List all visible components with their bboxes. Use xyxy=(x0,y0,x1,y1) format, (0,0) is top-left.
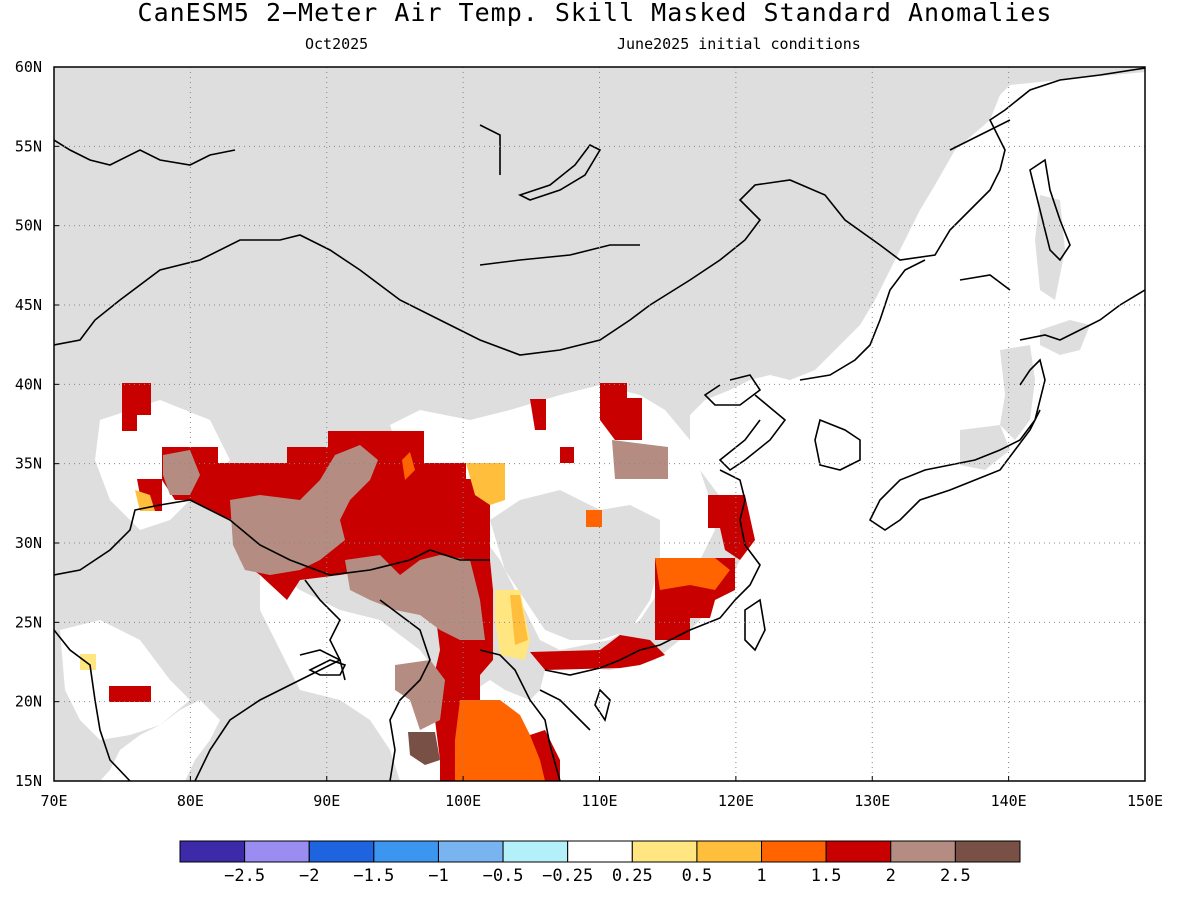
anomaly-orange-strip xyxy=(510,595,528,645)
lon-tick-label: 80E xyxy=(177,792,204,810)
colorbar-swatch xyxy=(179,840,246,863)
colorbar-swatch xyxy=(890,840,956,863)
anomaly-red-india xyxy=(109,686,151,702)
colorbar-label: 2 xyxy=(886,866,896,886)
anomaly-indochina-orange xyxy=(455,700,560,781)
lat-tick-label: 45N xyxy=(15,296,42,314)
anomaly-yellow-india xyxy=(80,654,96,670)
lat-lon-grid xyxy=(54,67,1145,781)
anomaly-south-china-red xyxy=(530,635,665,670)
colorbar-swatch xyxy=(244,840,310,863)
map-title: CanESM5 2−Meter Air Temp. Skill Masked S… xyxy=(137,0,1053,27)
anomaly-tibet-brown xyxy=(230,445,378,575)
anomaly-orange-east xyxy=(466,463,505,505)
lon-tick-label: 110E xyxy=(581,792,617,810)
masked-japan xyxy=(960,320,1090,470)
colorbar-swatch xyxy=(631,840,698,863)
lon-tick-label: 140E xyxy=(991,792,1027,810)
colorbar-swatch xyxy=(373,840,439,863)
colorbar-label: −2 xyxy=(299,866,319,886)
latitude-labels: 60N 55N 50N 45N 40N 35N 30N 25N 20N 15N xyxy=(15,58,59,790)
anomaly-small-orange-hubei xyxy=(586,510,602,527)
colorbar-label: 0.5 xyxy=(682,866,713,886)
colorbar-swatch xyxy=(567,840,633,863)
lat-tick-label: 25N xyxy=(15,613,42,631)
colorbar-label: 1 xyxy=(756,866,766,886)
lat-tick-label: 30N xyxy=(15,534,42,552)
colorbar-label: −0.5 xyxy=(483,866,524,886)
lon-tick-label: 130E xyxy=(854,792,890,810)
anomaly-jiangsu-red xyxy=(708,495,755,560)
colorbar-swatch xyxy=(761,840,827,863)
colorbar-label: 1.5 xyxy=(811,866,842,886)
colorbar-swatch xyxy=(502,840,569,863)
anomaly-north-brown xyxy=(612,440,668,479)
colorbar-swatch xyxy=(696,840,763,863)
colorbar-label: −1 xyxy=(428,866,448,886)
lat-tick-label: 35N xyxy=(15,455,42,473)
anomaly-red-kazakh xyxy=(122,383,151,431)
lon-tick-label: 100E xyxy=(445,792,481,810)
colorbar-label: 0.25 xyxy=(612,866,653,886)
colorbar-swatch xyxy=(437,840,504,863)
lat-tick-label: 60N xyxy=(15,58,42,76)
anomaly-brown-myanmar xyxy=(395,660,445,730)
colorbar-label: −1.5 xyxy=(353,866,394,886)
lat-tick-label: 15N xyxy=(15,772,42,790)
anomaly-north-red xyxy=(600,383,642,440)
lat-tick-label: 40N xyxy=(15,375,42,393)
lon-tick-label: 70E xyxy=(40,792,67,810)
lon-tick-label: 120E xyxy=(718,792,754,810)
colorbar-label: −2.5 xyxy=(224,866,265,886)
map-plot-area xyxy=(54,67,1145,781)
lon-tick-label: 150E xyxy=(1127,792,1163,810)
anomaly-brown-south xyxy=(345,555,485,640)
anomaly-indochina-red xyxy=(530,730,560,781)
anomaly-east-china-orange xyxy=(655,558,730,590)
initial-conditions: June2025 initial conditions xyxy=(617,35,861,53)
lat-tick-label: 20N xyxy=(15,693,42,711)
anomaly-darkbrown-myanmar xyxy=(408,732,440,765)
forecast-month: Oct2025 xyxy=(305,35,369,53)
anomaly-red-small2 xyxy=(560,447,574,463)
unmasked-india xyxy=(60,620,190,740)
anomaly-patches xyxy=(80,383,755,781)
anomaly-small-orange xyxy=(402,452,415,480)
coastlines xyxy=(54,67,1145,781)
anomaly-brown-west xyxy=(163,450,200,495)
colorbar: −2.5 −2 −1.5 −1 −0.5 −0.25 0.25 0.5 1 1.5 2 2.5 xyxy=(179,840,1021,886)
colorbar-swatch xyxy=(954,840,1021,863)
colorbar-label: 2.5 xyxy=(940,866,971,886)
colorbar-swatch xyxy=(825,840,892,863)
colorbar-swatch xyxy=(308,840,375,863)
anomaly-red-small1 xyxy=(530,399,546,430)
colorbar-label: −0.25 xyxy=(542,866,593,886)
anomaly-orange-pakistan xyxy=(135,490,155,511)
lat-tick-label: 50N xyxy=(15,217,42,235)
lon-tick-label: 90E xyxy=(313,792,340,810)
masked-sichuan xyxy=(490,490,660,640)
longitude-labels: 70E 80E 90E 100E 110E 120E 130E 140E 150E xyxy=(40,776,1163,810)
lat-tick-label: 55N xyxy=(15,137,42,155)
